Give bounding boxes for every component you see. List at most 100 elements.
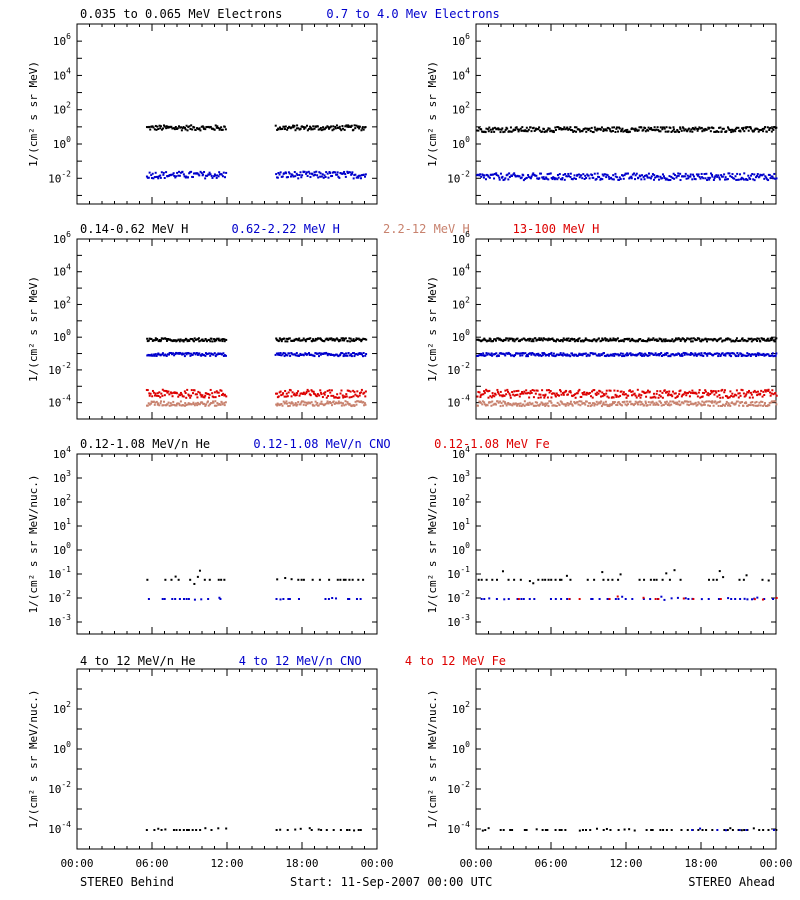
- data-point: [285, 400, 288, 403]
- data-point: [526, 355, 529, 358]
- data-point: [590, 404, 593, 407]
- data-point: [538, 339, 541, 342]
- data-point: [584, 337, 587, 340]
- data-point: [295, 127, 298, 130]
- data-point: [763, 598, 766, 600]
- data-point: [316, 125, 319, 128]
- data-point: [634, 178, 637, 181]
- data-point: [564, 404, 567, 407]
- data-point: [161, 352, 164, 355]
- data-point: [210, 402, 213, 405]
- data-point: [504, 389, 507, 392]
- data-point: [290, 126, 293, 129]
- data-point: [207, 338, 210, 341]
- y-axis-label: 1/(cm² s sr MeV): [426, 61, 439, 167]
- data-point: [477, 129, 480, 132]
- data-point: [561, 354, 564, 357]
- data-point: [517, 402, 520, 405]
- data-point: [573, 401, 576, 404]
- y-tick-label: 10-2: [48, 589, 71, 605]
- data-point: [775, 403, 778, 406]
- data-point: [749, 401, 752, 404]
- data-point: [751, 403, 754, 406]
- data-point: [512, 128, 515, 131]
- data-point: [670, 353, 673, 356]
- data-point: [516, 128, 519, 131]
- data-point: [193, 337, 196, 340]
- data-point: [181, 353, 184, 356]
- data-point: [155, 354, 158, 357]
- data-point: [569, 172, 572, 175]
- data-point: [179, 391, 182, 394]
- axis-frame: [475, 453, 777, 635]
- data-point: [704, 177, 707, 180]
- data-point: [529, 177, 532, 180]
- data-point: [756, 128, 759, 131]
- data-point: [658, 130, 661, 133]
- data-point: [510, 130, 513, 133]
- data-point: [619, 394, 622, 397]
- data-point: [746, 178, 749, 181]
- data-point: [545, 177, 548, 180]
- data-point: [297, 598, 300, 600]
- data-point: [755, 400, 758, 403]
- data-point: [615, 395, 618, 398]
- data-point: [201, 338, 204, 341]
- data-point: [314, 337, 317, 340]
- data-point: [148, 354, 151, 357]
- data-point: [750, 598, 753, 601]
- data-point: [614, 339, 617, 342]
- data-point: [612, 402, 615, 405]
- data-point: [157, 177, 160, 180]
- data-point: [661, 126, 664, 129]
- data-point: [176, 171, 179, 174]
- data-point: [493, 338, 496, 341]
- data-point: [325, 126, 328, 129]
- data-point: [304, 126, 307, 129]
- data-point: [593, 172, 596, 175]
- data-point: [347, 124, 350, 127]
- data-point: [163, 389, 166, 392]
- data-point: [753, 598, 756, 601]
- data-point: [737, 396, 740, 399]
- data-point: [675, 353, 678, 356]
- data-point: [355, 124, 358, 127]
- data-point: [560, 578, 563, 581]
- data-point: [528, 337, 531, 340]
- data-point: [695, 404, 698, 407]
- data-point: [163, 125, 166, 128]
- data-point: [733, 129, 736, 132]
- data-point: [325, 402, 328, 405]
- data-point: [278, 173, 281, 176]
- data-point: [357, 400, 360, 403]
- data-point: [576, 401, 579, 404]
- data-point: [602, 401, 605, 404]
- data-point: [216, 125, 219, 128]
- data-point: [545, 338, 548, 341]
- data-point: [607, 396, 610, 399]
- data-point: [534, 337, 537, 340]
- data-point: [168, 404, 171, 407]
- data-point: [775, 352, 778, 355]
- data-point: [653, 353, 656, 356]
- data-point: [177, 338, 180, 341]
- data-point: [326, 172, 329, 175]
- data-point: [344, 175, 347, 178]
- data-point: [500, 339, 503, 342]
- data-point: [182, 404, 185, 407]
- data-point: [760, 389, 763, 392]
- data-point: [766, 338, 769, 341]
- data-point: [184, 352, 187, 355]
- data-point: [610, 404, 613, 407]
- data-point: [335, 124, 338, 127]
- data-point: [339, 392, 342, 395]
- data-point: [189, 354, 192, 357]
- data-point: [522, 392, 525, 395]
- data-point: [307, 352, 310, 355]
- data-point: [711, 829, 714, 831]
- data-point: [211, 340, 214, 343]
- data-point: [520, 129, 523, 132]
- data-point: [737, 829, 740, 831]
- data-point: [617, 578, 620, 581]
- data-point: [481, 130, 484, 133]
